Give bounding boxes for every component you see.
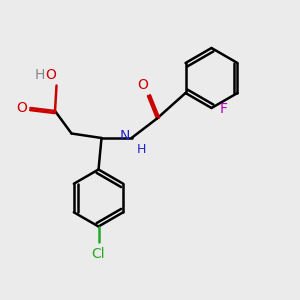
Text: H: H bbox=[35, 68, 45, 82]
Text: Cl: Cl bbox=[92, 247, 105, 261]
Text: H: H bbox=[137, 143, 146, 156]
Text: N: N bbox=[120, 130, 130, 143]
Text: O: O bbox=[137, 78, 148, 92]
Text: O: O bbox=[46, 68, 57, 82]
Text: F: F bbox=[220, 103, 228, 116]
Text: O: O bbox=[16, 101, 27, 115]
